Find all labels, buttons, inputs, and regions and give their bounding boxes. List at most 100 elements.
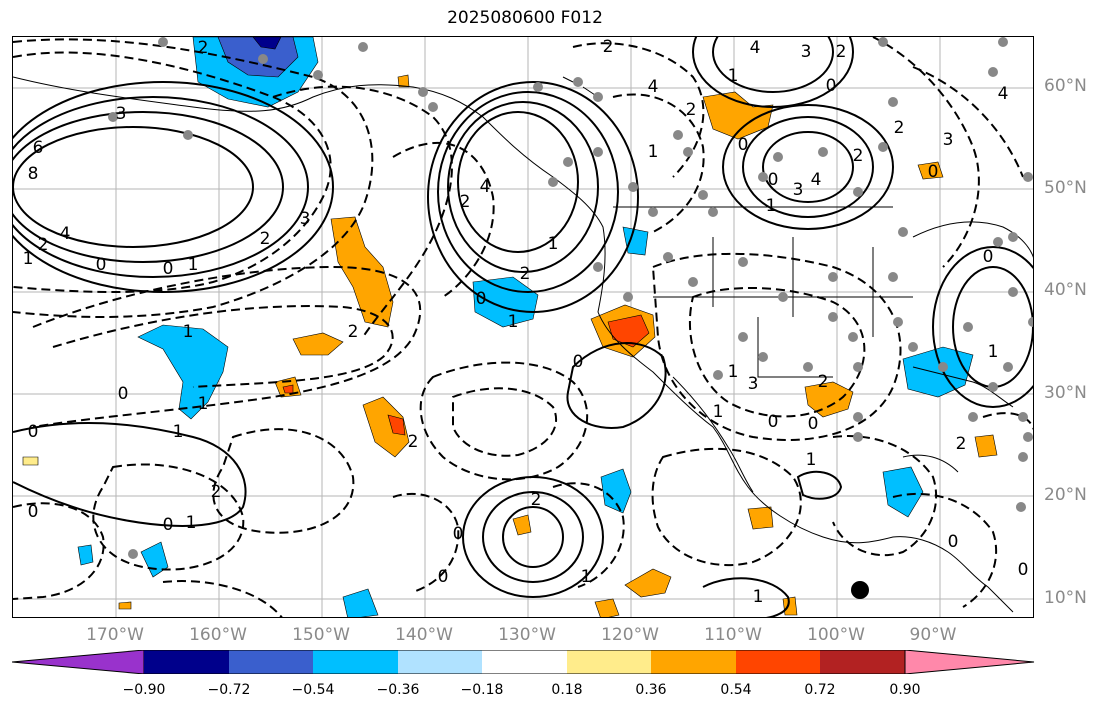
contour-label: 2 — [956, 434, 967, 454]
contour-label: 1 — [713, 402, 724, 422]
contour-label: 6 — [33, 138, 44, 158]
contour-label: 0 — [96, 255, 107, 275]
lat-label-40n: 40°N — [1044, 280, 1087, 300]
contour-label: 1 — [173, 422, 184, 442]
contour-label: 2 — [348, 322, 359, 342]
contour-label: 0 — [738, 135, 749, 155]
lon-label-110w: 110°W — [704, 625, 762, 645]
contour-label: 4 — [648, 77, 659, 97]
contour-label: 0 — [438, 567, 449, 587]
map-title: 2025080600 F012 — [447, 8, 603, 28]
lat-label-30n: 30°N — [1044, 383, 1087, 403]
colorbar-tick-label: 0.90 — [889, 682, 921, 698]
contour-label: 3 — [801, 42, 812, 62]
contour-label: 0 — [1018, 560, 1029, 580]
contour-label: 0 — [948, 532, 959, 552]
contour-label: 4 — [60, 224, 71, 244]
contour-label: 0 — [28, 422, 39, 442]
colorbar-tick-label: 0.36 — [635, 682, 667, 698]
colorbar-tick-label: −0.54 — [291, 682, 335, 698]
contour-label: 0 — [768, 170, 779, 190]
colorbar — [12, 650, 1035, 674]
contour-labels: 2 3 6 8 4 2 1 0 0 1 3 2 0 0 1 1 2 1 0 1 … — [23, 37, 1029, 607]
contour-label: 0 — [476, 289, 487, 309]
black-marker — [851, 581, 869, 599]
colorbar-segment — [904, 650, 1035, 674]
contour-label: 3 — [116, 104, 127, 124]
contour-label: 1 — [806, 450, 817, 470]
contour-label: 1 — [188, 255, 199, 275]
colorbar-segment — [482, 650, 567, 674]
contour-label: 0 — [983, 247, 994, 267]
colorbar-segment — [651, 650, 736, 674]
lat-label-20n: 20°N — [1044, 485, 1087, 505]
lat-label-10n: 10°N — [1044, 588, 1087, 608]
contour-label: 1 — [988, 342, 999, 362]
lat-label-60n: 60°N — [1044, 76, 1087, 96]
contour-label: 2 — [894, 118, 905, 138]
contour-label: 0 — [118, 384, 129, 404]
lon-label-130w: 130°W — [498, 625, 556, 645]
contour-label: 0 — [453, 524, 464, 544]
contour-label: 1 — [548, 234, 559, 254]
colorbar-tick-label: −0.36 — [376, 682, 420, 698]
colorbar-tick-label: −0.72 — [207, 682, 251, 698]
lon-label-160w: 160°W — [189, 625, 247, 645]
contour-label: 2 — [853, 146, 864, 166]
contour-label: 2 — [520, 264, 531, 284]
contour-label: 1 — [766, 196, 777, 216]
contour-label: 1 — [183, 322, 194, 342]
contour-label: 3 — [300, 209, 311, 229]
contour-label: 1 — [581, 567, 592, 587]
contour-label: 8 — [28, 164, 39, 184]
colorbar-tick-label: −0.90 — [122, 682, 166, 698]
contour-label: 0 — [768, 412, 779, 432]
colorbar-segment — [229, 650, 313, 674]
colorbar-segment — [398, 650, 482, 674]
contour-label: 2 — [686, 100, 697, 120]
contour-label: 2 — [460, 192, 471, 212]
contour-label: 1 — [753, 587, 764, 607]
map-panel: 2 3 6 8 4 2 1 0 0 1 3 2 0 0 1 1 2 1 0 1 … — [12, 36, 1034, 618]
contour-label: 0 — [928, 162, 939, 182]
contour-label: 1 — [508, 312, 519, 332]
colorbar-segment — [567, 650, 651, 674]
contour-label: 0 — [163, 259, 174, 279]
contour-label: 1 — [23, 249, 34, 269]
colorbar-segment — [12, 650, 145, 674]
colorbar-tick-label: 0.72 — [804, 682, 836, 698]
contour-label: 0 — [163, 515, 174, 535]
contour-label: 4 — [750, 38, 761, 58]
lon-label-100w: 100°W — [807, 625, 865, 645]
contour-label: 2 — [408, 432, 419, 452]
contour-label: 1 — [728, 66, 739, 86]
colorbar-segment — [144, 650, 229, 674]
colorbar-segment — [736, 650, 820, 674]
map-canvas: 2 3 6 8 4 2 1 0 0 1 3 2 0 0 1 1 2 1 0 1 … — [13, 37, 1033, 617]
contour-label: 0 — [826, 76, 837, 96]
contour-label: 1 — [728, 362, 739, 382]
contour-label: 2 — [38, 235, 49, 255]
contour-label: 2 — [211, 482, 222, 502]
colorbar-tick-label: −0.18 — [460, 682, 504, 698]
contour-label: 3 — [793, 180, 804, 200]
lon-label-150w: 150°W — [292, 625, 350, 645]
contour-label: 4 — [480, 177, 491, 197]
colorbar-tick-label: 0.18 — [551, 682, 583, 698]
contour-label: 2 — [198, 38, 209, 58]
contour-label: 2 — [836, 42, 847, 62]
shaded-areas — [22, 37, 998, 617]
contour-label: 0 — [28, 502, 39, 522]
contour-label: 2 — [260, 229, 271, 249]
coastlines — [13, 76, 1033, 613]
contour-label: 1 — [648, 142, 659, 162]
lon-label-120w: 120°W — [601, 625, 659, 645]
contour-label: 2 — [603, 37, 614, 57]
colorbar-tick-label: 0.54 — [720, 682, 752, 698]
contour-label: 4 — [811, 170, 822, 190]
lat-label-50n: 50°N — [1044, 178, 1087, 198]
contour-label: 1 — [198, 394, 209, 414]
contour-label: 2 — [818, 372, 829, 392]
contour-label: 0 — [573, 352, 584, 372]
contour-label: 2 — [531, 490, 542, 510]
